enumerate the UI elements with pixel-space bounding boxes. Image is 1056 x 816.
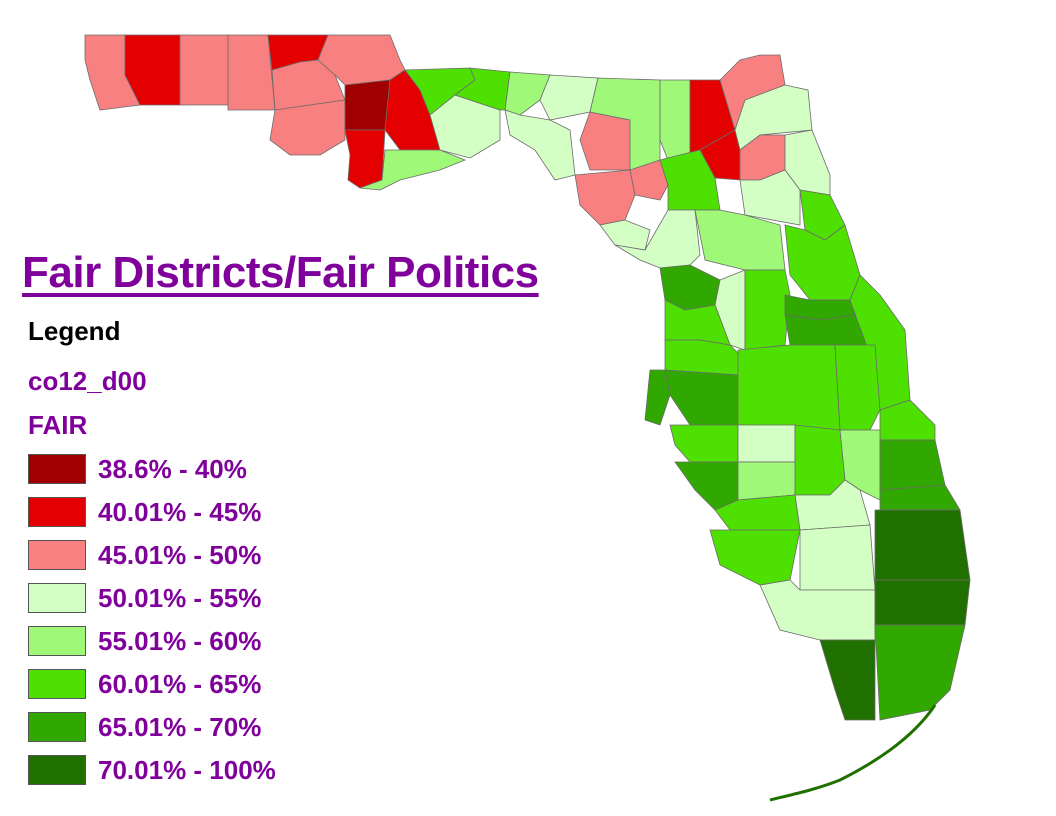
- legend-swatch: [28, 540, 86, 570]
- legend-class: 65.01% - 70%: [28, 710, 261, 744]
- legend-class-label: 50.01% - 55%: [98, 582, 262, 613]
- legend-class-label: 40.01% - 45%: [98, 496, 262, 527]
- county-duval: [734, 84, 813, 151]
- legend-class: 55.01% - 60%: [28, 624, 261, 658]
- legend-class: 45.01% - 50%: [28, 538, 261, 572]
- county-gilchrist: [629, 159, 669, 201]
- florida-keys: [769, 704, 937, 802]
- county-miami-dade: [874, 624, 966, 721]
- county-gulf: [344, 129, 386, 189]
- county-levy: [614, 209, 701, 269]
- county-okeechobee: [839, 429, 881, 501]
- county-hendry: [799, 524, 876, 591]
- county-polk: [737, 344, 841, 431]
- county-palm-beach: [874, 509, 971, 581]
- legend-swatch: [28, 454, 86, 484]
- legend-class: 70.01% - 100%: [28, 753, 276, 787]
- map-title: Fair Districts/Fair Politics: [22, 248, 539, 297]
- county-hardee: [737, 424, 796, 463]
- county-highlands: [794, 424, 846, 496]
- county-calhoun: [344, 79, 391, 131]
- county-marion: [694, 209, 786, 271]
- county-dixie: [599, 219, 651, 251]
- county-baker: [659, 79, 691, 161]
- legend-class-label: 55.01% - 60%: [98, 625, 262, 656]
- legend-swatch: [28, 626, 86, 656]
- legend-class-label: 38.6% - 40%: [98, 453, 247, 484]
- county-charlotte: [714, 494, 801, 531]
- county-manatee: [669, 424, 739, 463]
- county-pinellas: [644, 369, 671, 426]
- legend-field-name: FAIR: [28, 410, 88, 440]
- county-hamilton: [539, 74, 599, 121]
- county-taylor: [504, 109, 576, 181]
- county-lafayette: [574, 169, 636, 226]
- legend-swatch: [28, 755, 86, 785]
- legend-swatch: [28, 583, 86, 613]
- county-franklin: [359, 149, 467, 191]
- legend-class: 60.01% - 65%: [28, 667, 261, 701]
- county-st-lucie: [879, 439, 946, 491]
- legend-swatch: [28, 497, 86, 527]
- county-sarasota: [674, 461, 739, 511]
- legend-class-label: 65.01% - 70%: [98, 711, 262, 742]
- legend-layer-name: co12_d00: [28, 366, 147, 396]
- legend-class-label: 45.01% - 50%: [98, 539, 262, 570]
- legend-swatch: [28, 669, 86, 699]
- county-suwannee: [579, 111, 631, 171]
- county-okaloosa: [179, 34, 229, 106]
- county-lake: [744, 269, 791, 351]
- legend-class-label: 60.01% - 65%: [98, 668, 262, 699]
- county-walton: [227, 34, 276, 111]
- county-monroe-mainland: [819, 639, 876, 721]
- county-madison: [504, 71, 551, 116]
- county-santa-rosa: [124, 34, 181, 106]
- county-desoto: [737, 461, 796, 501]
- county-pasco: [664, 339, 741, 376]
- county-martin: [879, 484, 961, 511]
- legend-title: Legend: [28, 316, 121, 346]
- legend-class-label: 70.01% - 100%: [98, 754, 276, 785]
- legend-swatch: [28, 712, 86, 742]
- county-osceola: [834, 344, 881, 431]
- legend-class: 50.01% - 55%: [28, 581, 261, 615]
- county-hillsborough: [664, 369, 739, 426]
- legend-class: 40.01% - 45%: [28, 495, 261, 529]
- county-lee: [709, 529, 801, 586]
- county-broward: [874, 579, 971, 626]
- legend-class: 38.6% - 40%: [28, 452, 247, 486]
